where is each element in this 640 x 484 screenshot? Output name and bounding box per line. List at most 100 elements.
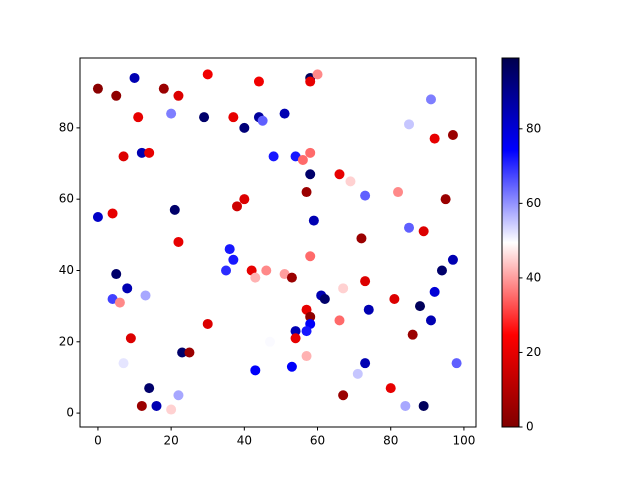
x-tick-label: 40 [237,434,252,448]
point [447,130,458,141]
point [356,233,367,244]
point [429,133,440,144]
point [133,112,144,123]
y-tick-label: 0 [66,406,74,420]
point [268,151,279,162]
point [125,333,136,344]
point [92,83,103,94]
point [436,265,447,276]
point [418,400,429,411]
point [232,201,243,212]
point [129,72,140,83]
point [301,187,312,198]
point [360,276,371,287]
point [199,112,210,123]
point [158,83,169,94]
point [418,226,429,237]
point [253,76,264,87]
point [264,336,275,347]
y-tick-label: 20 [59,334,74,348]
point [363,304,374,315]
point [136,147,147,158]
point [385,383,396,394]
point [144,147,155,158]
colorbar [501,57,520,428]
point [107,208,118,219]
point [184,347,195,358]
point [389,294,400,305]
point [425,315,436,326]
point [221,265,232,276]
point [173,90,184,101]
point [305,147,316,158]
point [92,212,103,223]
point [425,94,436,105]
point [173,236,184,247]
colorbar-tick-label: 20 [526,345,541,359]
point [136,400,147,411]
point [286,361,297,372]
point [407,329,418,340]
y-tick-label: 40 [59,263,74,277]
point [173,390,184,401]
point [451,358,462,369]
point [122,283,133,294]
x-tick-label: 20 [163,434,178,448]
point [305,311,316,322]
y-tick-label: 60 [59,192,74,206]
colorbar-tick-label: 0 [526,420,534,434]
point [290,333,301,344]
point [224,244,235,255]
point [228,254,239,265]
colorbar-tick-label: 40 [526,270,541,284]
point [111,90,122,101]
point [250,365,261,376]
point [338,390,349,401]
point [169,204,180,215]
point [404,222,415,233]
point [228,112,239,123]
point [308,215,319,226]
point [239,122,250,133]
point [305,251,316,262]
point [393,187,404,198]
point [404,119,415,130]
point [301,351,312,362]
point [257,115,268,126]
point [297,154,308,165]
point [334,169,345,180]
colorbar-tick-label: 60 [526,196,541,210]
point [111,269,122,280]
point [261,265,272,276]
point [166,108,177,119]
point [144,383,155,394]
colorbar-tick-label: 80 [526,121,541,135]
point [166,404,177,415]
x-tick-label: 80 [383,434,398,448]
y-tick-label: 80 [59,120,74,134]
point [334,315,345,326]
point [286,272,297,283]
point [440,194,451,205]
point [447,254,458,265]
point [250,272,261,283]
x-tick-label: 0 [94,434,102,448]
point [338,283,349,294]
point [429,286,440,297]
point [305,169,316,180]
point [151,400,162,411]
x-tick-label: 60 [310,434,325,448]
point [290,326,301,337]
point [319,294,330,305]
point [239,194,250,205]
point [360,190,371,201]
point [177,347,188,358]
point [352,368,363,379]
point [312,69,323,80]
point [118,358,129,369]
plot-frame [79,57,477,428]
point [360,358,371,369]
point [415,301,426,312]
point [202,69,213,80]
